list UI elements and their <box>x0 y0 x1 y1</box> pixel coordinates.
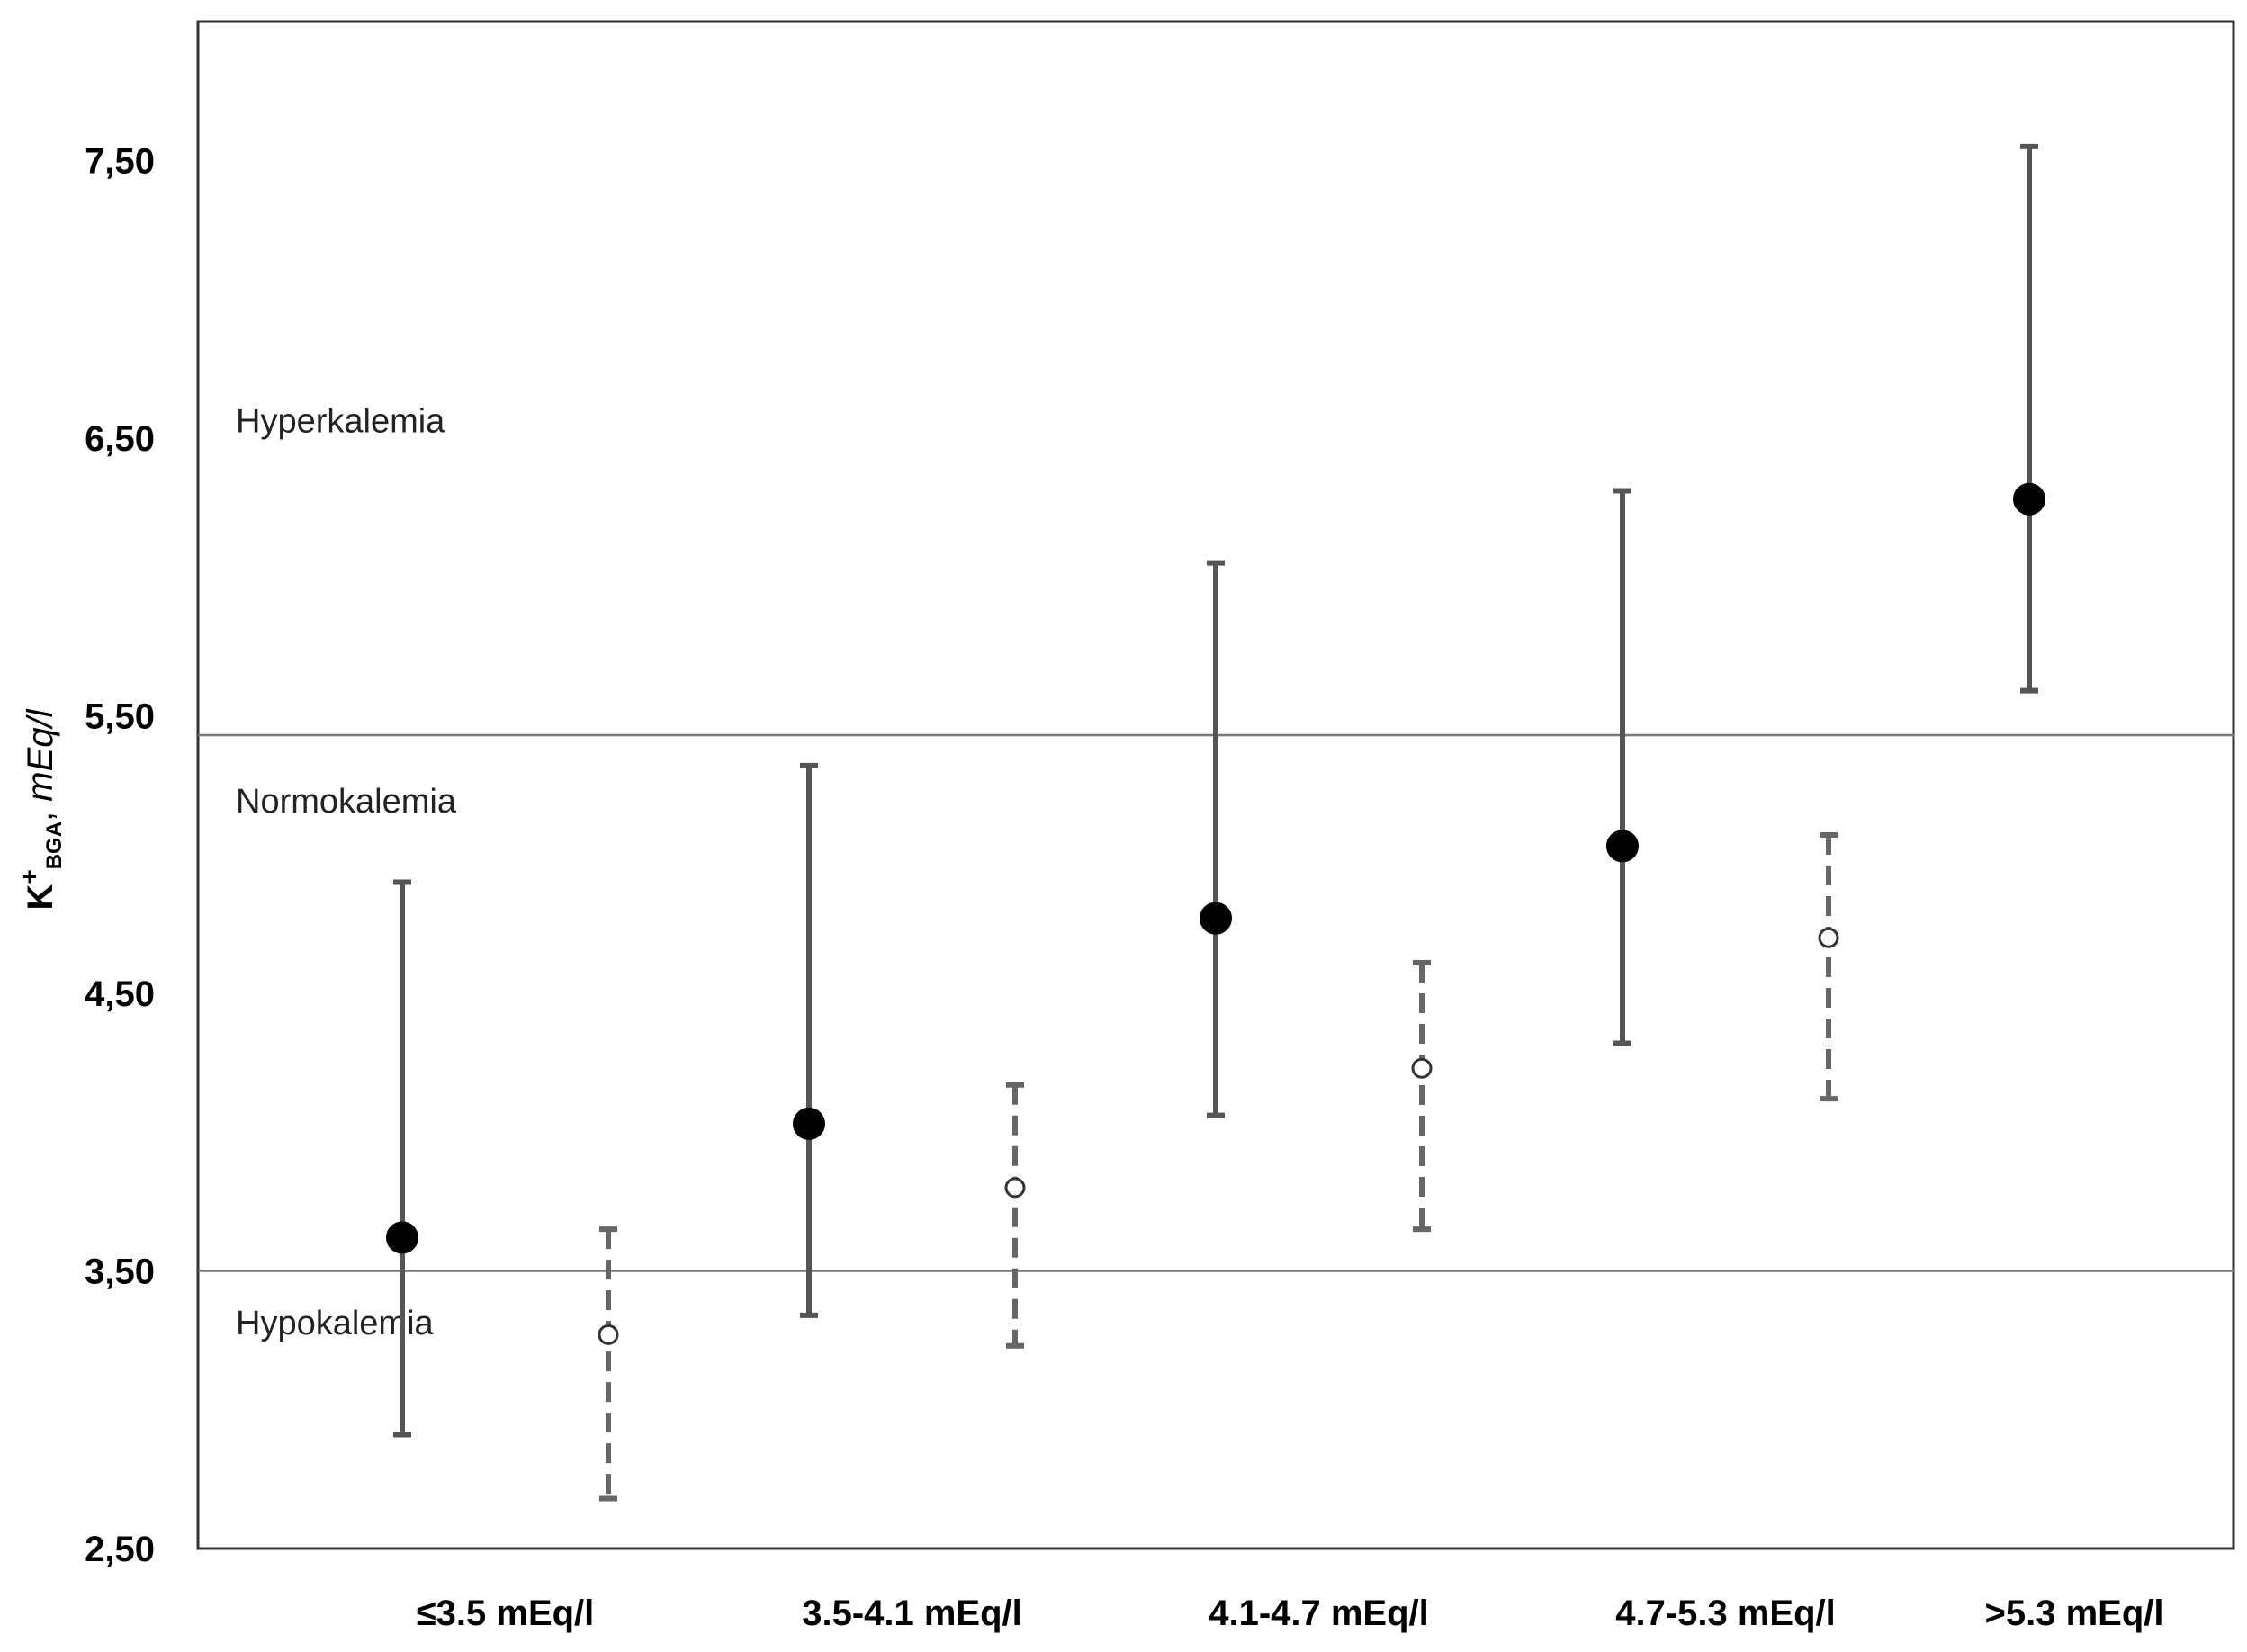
x-category-label: 3.5-4.1 mEq/l <box>802 1594 1022 1633</box>
y-axis-title: K+BGA, mEq/l <box>15 708 67 910</box>
zone-label-normokalemia: Normokalemia <box>236 783 457 821</box>
y-tick-label: 7,50 <box>85 141 155 181</box>
y-tick-label: 3,50 <box>85 1252 155 1291</box>
mean-marker-open <box>1411 1057 1433 1079</box>
mean-marker-filled <box>386 1221 418 1254</box>
y-tick-label: 5,50 <box>85 696 155 736</box>
y-axis-title-base: K <box>21 884 60 911</box>
y-axis-title-superscript: + <box>15 869 43 884</box>
x-axis-categories: ≤3.5 mEq/l 3.5-4.1 mEq/l 4.1-4.7 mEq/l 4.7-… <box>417 1594 2164 1633</box>
mean-marker-filled <box>793 1107 825 1140</box>
x-category-label: 4.1-4.7 mEq/l <box>1209 1594 1429 1633</box>
y-axis-title-subscript: BGA <box>42 822 67 869</box>
y-axis-title-separator: , <box>21 802 60 822</box>
y-tick-label: 2,50 <box>85 1530 155 1569</box>
mean-marker-filled <box>2013 482 2045 516</box>
x-category-label: 4.7-5.3 mEq/l <box>1615 1594 1836 1633</box>
mean-marker-filled <box>1606 830 1639 863</box>
zone-label-hyperkalemia: Hyperkalemia <box>236 402 445 440</box>
y-axis-ticks: 2,50 3,50 4,50 5,50 6,50 7,50 <box>85 141 155 1569</box>
mean-marker-open <box>598 1324 619 1345</box>
mean-marker-open <box>1818 927 1839 948</box>
x-category-label: ≤3.5 mEq/l <box>417 1594 595 1633</box>
y-tick-label: 6,50 <box>85 419 155 459</box>
y-tick-label: 4,50 <box>85 974 155 1014</box>
series-dashed-error-bars <box>598 832 1839 1502</box>
mean-marker-filled <box>1200 902 1232 935</box>
y-axis-title-unit: mEq/l <box>21 708 60 801</box>
x-category-label: >5.3 mEq/l <box>1985 1594 2164 1633</box>
plot-frame <box>196 20 2235 1550</box>
mean-marker-open <box>1004 1177 1026 1199</box>
series-solid-error-bars <box>386 143 2045 1438</box>
